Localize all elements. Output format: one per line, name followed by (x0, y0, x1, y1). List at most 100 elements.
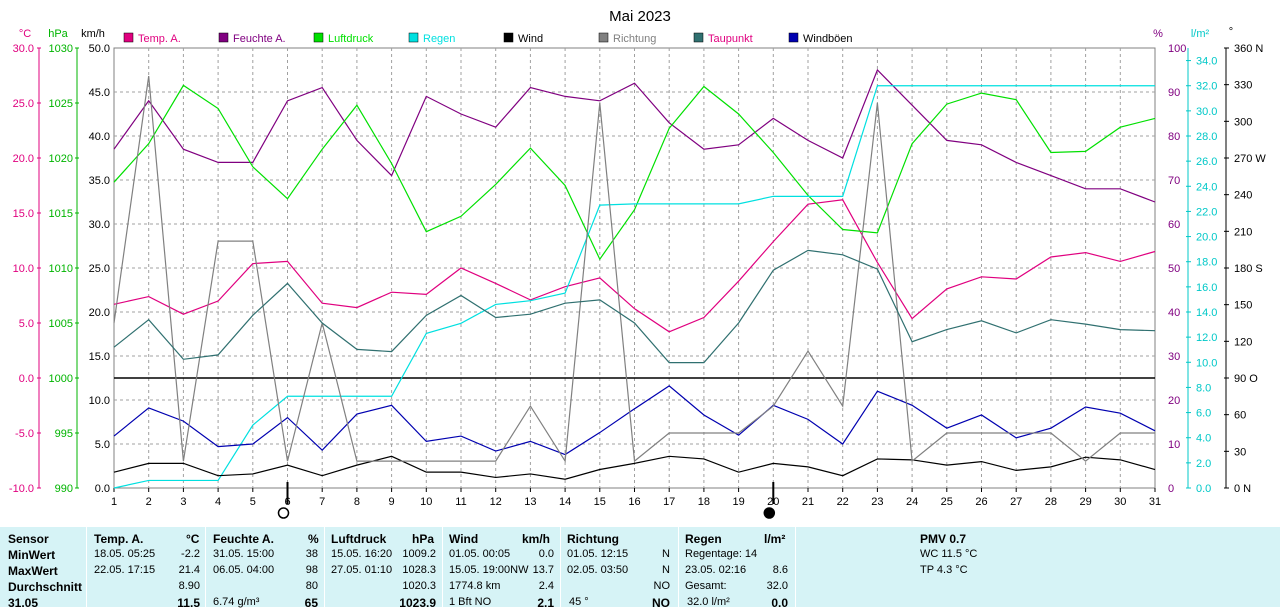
x-tick-label: 19 (732, 496, 744, 508)
x-tick-label: 10 (420, 496, 432, 508)
row-label-avg: Durchschnitt (8, 580, 83, 594)
legend-swatch (788, 32, 799, 43)
chart-svg: Mai 2023°C hPa km/h% l/m² °30.025.020.015.01… (9, 8, 1266, 519)
rain-tick-label: 26.0 (1196, 156, 1217, 168)
x-tick-label: 17 (663, 496, 675, 508)
legend-label: Taupunkt (708, 33, 753, 45)
humidity-header: Feuchte A. (213, 532, 274, 546)
humidity-max-time: 06.05. 04:00 (213, 564, 275, 576)
series-line (113, 455, 1156, 480)
series-line (113, 76, 1155, 463)
humidity-tick-label: 40 (1168, 307, 1180, 319)
humidity-tick-label: 90 (1168, 87, 1180, 99)
x-tick-label: 27 (1010, 496, 1022, 508)
rain-tick-label: 14.0 (1196, 307, 1217, 319)
rain-current-sum: 32.0 l/m² (687, 596, 730, 608)
rain-tick-label: 6.0 (1196, 408, 1211, 420)
wind-distance: 1774.8 km (449, 580, 501, 592)
rain-tick-label: 24.0 (1196, 181, 1217, 193)
x-tick-label: 26 (975, 496, 987, 508)
temp-min-value: -2.2 (181, 548, 200, 560)
direction-tick-label: 150 (1234, 300, 1252, 312)
column-divider (324, 527, 325, 607)
temp-tick-label: 0.0 (19, 373, 34, 385)
humidity-unit: % (308, 532, 319, 546)
wind-header: Wind (449, 532, 479, 546)
x-tick-label: 28 (1045, 496, 1057, 508)
direction-tick-label: 60 (1234, 410, 1246, 422)
rain-tick-label: 10.0 (1196, 357, 1217, 369)
row-label-max: MaxWert (8, 564, 58, 578)
x-tick-label: 30 (1114, 496, 1126, 508)
x-tick-label: 16 (628, 496, 640, 508)
rain-tick-label: 18.0 (1196, 257, 1217, 269)
full-moon-icon (277, 507, 290, 519)
humidity-tick-label: 80 (1168, 131, 1180, 143)
x-tick-label: 1 (111, 496, 117, 508)
x-tick-label: 23 (871, 496, 883, 508)
direction-tick-label: 210 (1234, 226, 1252, 238)
direction-tick-label: 360 N (1234, 43, 1263, 55)
legend-label: Temp. A. (138, 33, 181, 45)
pressure-unit-label: hPa (48, 28, 68, 40)
direction-current-value: NO (652, 596, 670, 610)
wind-tick-label: 15.0 (89, 351, 110, 363)
x-tick-label: 11 (455, 496, 466, 508)
direction-min-value: N (662, 548, 670, 560)
temp-tick-label: 20.0 (13, 153, 34, 165)
rain-tick-label: 12.0 (1196, 332, 1217, 344)
rain-total-label: Gesamt: (685, 580, 727, 592)
legend-swatch (218, 32, 229, 43)
chart-title: Mai 2023 (609, 8, 671, 25)
column-divider (86, 527, 87, 607)
wind-beaufort: 1 Bft NO (449, 596, 492, 608)
wind-tick-label: 50.0 (89, 43, 110, 55)
pressure-tick-label: 1000 (49, 373, 73, 385)
direction-max-value: N (662, 564, 670, 576)
humidity-unit-label: % (1153, 28, 1163, 40)
pressure-tick-label: 1030 (49, 43, 73, 55)
x-tick-label: 2 (146, 496, 152, 508)
rain-unit-label: l/m² (1191, 28, 1210, 40)
temp-tick-label: -10.0 (9, 483, 34, 495)
temp-tick-label: 5.0 (19, 318, 34, 330)
legend-label: Feuchte A. (233, 33, 286, 45)
humidity-avg-value: 80 (305, 580, 318, 592)
humidity-min-value: 38 (305, 548, 318, 560)
humidity-tick-label: 100 (1168, 43, 1186, 55)
direction-degrees: 45 ° (569, 596, 589, 608)
rain-max-time: 23.05. 02:16 (685, 564, 747, 576)
temp-tick-label: 15.0 (13, 208, 34, 220)
x-tick-label: 9 (389, 496, 395, 508)
humidity-tick-label: 0 (1168, 483, 1174, 495)
legend-swatch (598, 32, 609, 43)
series-line (113, 199, 1156, 333)
pressure-min-value: 1009.2 (402, 548, 436, 560)
direction-tick-label: 330 (1234, 80, 1252, 92)
pressure-tick-label: 995 (55, 428, 73, 440)
humidity-tick-label: 20 (1168, 395, 1180, 407)
x-tick-label: 31 (1149, 496, 1161, 508)
legend-label: Richtung (613, 33, 656, 45)
rain-current-value: 0.0 (771, 596, 788, 610)
row-label-current: 31.05 (8, 596, 39, 610)
pressure-max-value: 1028.3 (402, 564, 436, 576)
x-tick-label: 12 (490, 496, 502, 508)
humidity-tick-label: 60 (1168, 219, 1180, 231)
rain-tick-label: 32.0 (1196, 81, 1217, 93)
temp-tick-label: 30.0 (13, 43, 34, 55)
wind-current-value: 2.1 (537, 596, 554, 610)
column-divider (678, 527, 679, 607)
pressure-tick-label: 1005 (49, 318, 73, 330)
legend-swatch (503, 32, 514, 43)
rain-tick-label: 30.0 (1196, 106, 1217, 118)
temp-min-time: 18.05. 05:25 (94, 548, 156, 560)
rain-header: Regen (685, 532, 722, 546)
humidity-current-abs: 6.74 g/m³ (213, 596, 260, 608)
x-tick-label: 4 (215, 496, 221, 508)
temp-avg-value: 8.90 (178, 580, 200, 592)
rain-days: Regentage: 14 (685, 548, 758, 560)
stats-panel: Sensor MinWert MaxWert Durchschnitt 31.0… (0, 527, 1280, 610)
x-tick-label: 13 (524, 496, 536, 508)
x-tick-label: 18 (698, 496, 710, 508)
